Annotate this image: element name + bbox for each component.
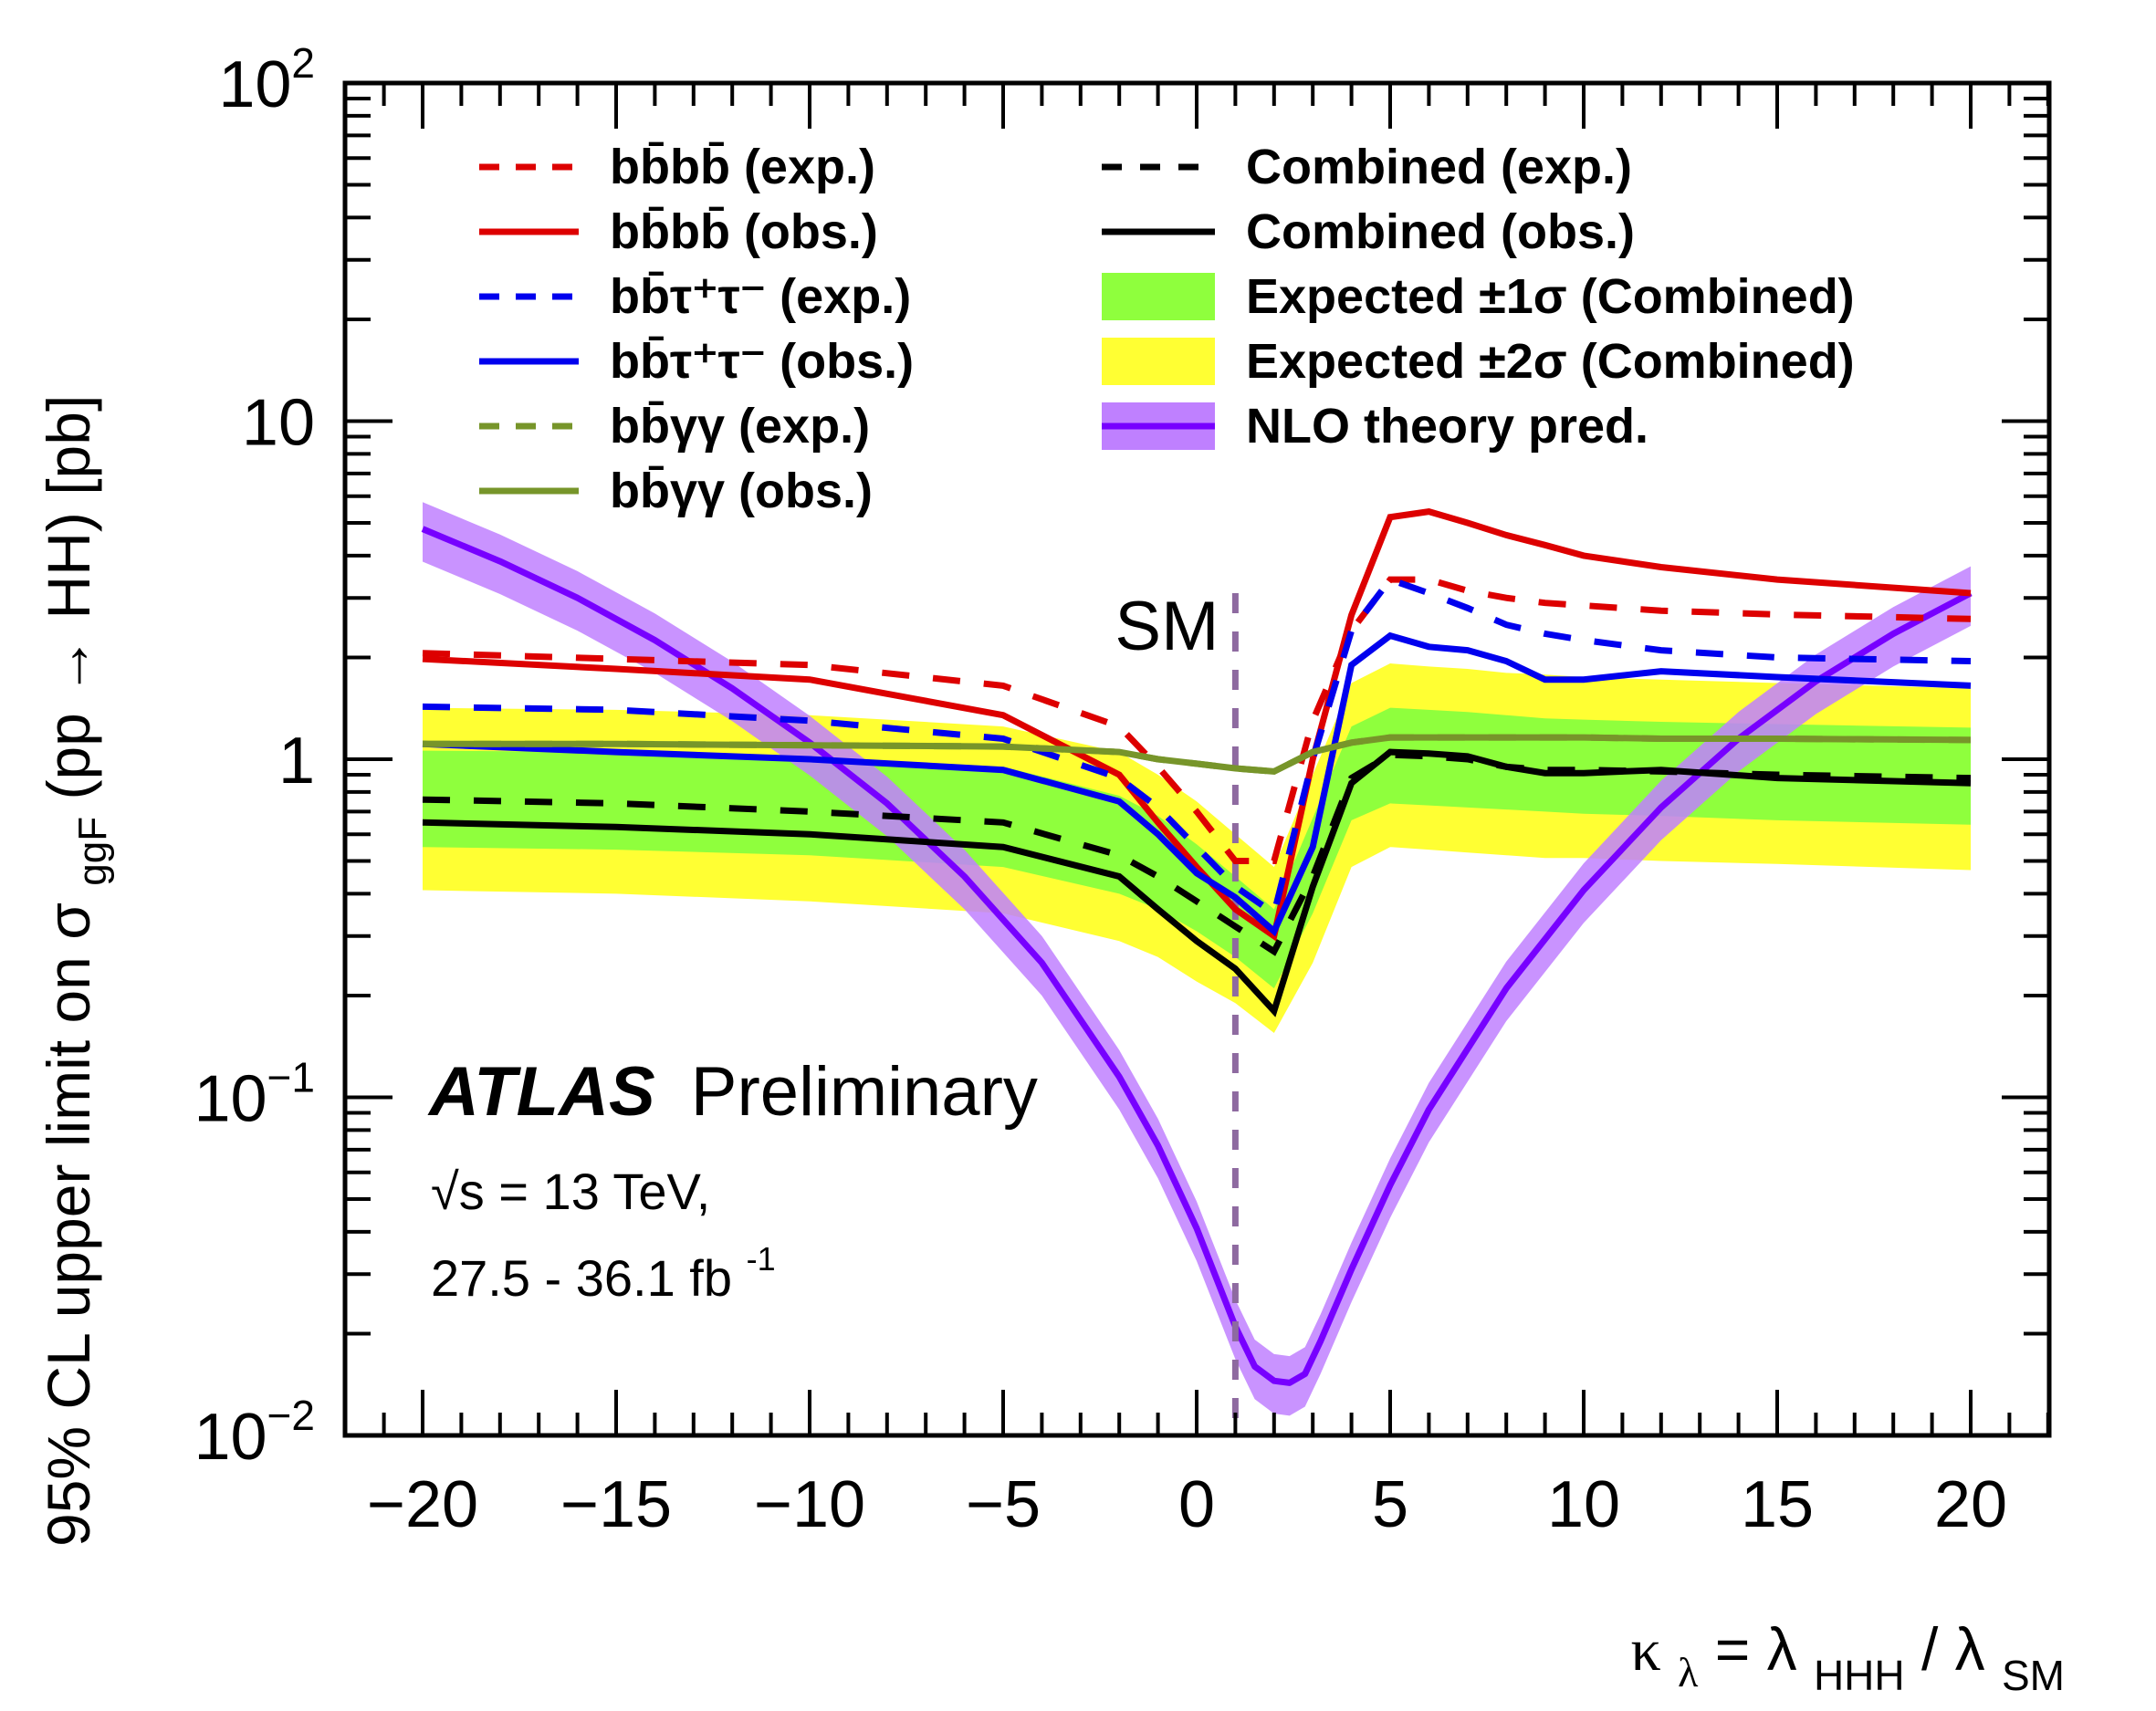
y-axis-title: 95% CL upper limit on σ ggF (pp → HH) [p… xyxy=(35,395,119,1547)
y-tick-label: 1 xyxy=(278,725,315,798)
x-title-sub1: HHH xyxy=(1814,1652,1905,1699)
x-title-eq: = λ xyxy=(1715,1615,1797,1683)
svg-text:κ λ = λ HHH: κ λ = λ HHH / λ SM xyxy=(1630,1615,2065,1703)
atlas-label: ATLAS Preliminary √s = 13 TeV, 27.5 - 36… xyxy=(427,1053,1038,1307)
nlo-theory-line xyxy=(421,526,1973,1386)
x-tick-label: −15 xyxy=(560,1468,672,1541)
x-tick-label: 15 xyxy=(1741,1468,1814,1541)
x-tick-label: 0 xyxy=(1178,1468,1215,1541)
x-title-sub2: SM xyxy=(2002,1652,2065,1699)
x-tick-label: −20 xyxy=(367,1468,478,1541)
y-tick-exponent: −2 xyxy=(267,1392,315,1439)
series-line-3 xyxy=(422,631,1972,937)
x-tick-label: 10 xyxy=(1547,1468,1620,1541)
limit-series xyxy=(422,508,1972,1017)
series-line-7 xyxy=(422,748,1972,1017)
x-title-kappa-sub: λ xyxy=(1678,1649,1699,1695)
x-tick-label: 20 xyxy=(1934,1468,2007,1541)
legend-label-right-2: Expected ±1σ (Combined) xyxy=(1246,269,1855,324)
legend-label-left-3: bb̄τ⁺τ⁻ (obs.) xyxy=(610,334,914,389)
y-tick-base: 10 xyxy=(194,1063,267,1136)
legend: bb̄bb̄ (exp.) bb̄bb̄ (obs.) bb̄τ⁺τ⁻ (exp.)… xyxy=(479,140,1855,518)
y-tick-exponent: 2 xyxy=(291,39,315,87)
y-tick-label: 10 xyxy=(242,387,315,460)
experiment-label: ATLAS xyxy=(427,1053,655,1131)
x-tick-label: 5 xyxy=(1372,1468,1408,1541)
legend-label-left-5: bb̄γγ (obs.) xyxy=(610,464,873,518)
series-line-5 xyxy=(423,734,1972,775)
y-title-post: (pp → HH) [pb] xyxy=(35,395,102,800)
sm-label: SM xyxy=(1115,588,1219,665)
y-tick-base: 1 xyxy=(278,725,315,798)
legend-label-left-4: bb̄γγ (exp.) xyxy=(610,399,870,454)
x-axis-ticks: −20 −15 −10 −5 0 5 10 15 20 xyxy=(343,83,2050,1541)
legend-label-right-3: Expected ±2σ (Combined) xyxy=(1246,334,1855,389)
svg-text:95% CL upper limit on σ: 95% CL upper limit on σ ggF (pp → HH) [p… xyxy=(35,395,119,1547)
x-title-kappa: κ xyxy=(1630,1617,1660,1684)
y-tick-base: 10 xyxy=(242,387,315,460)
legend-label-right-1: Combined (obs.) xyxy=(1246,204,1635,259)
x-axis-title: κ λ = λ HHH / λ SM xyxy=(1630,1615,2065,1703)
nlo-theory xyxy=(421,502,1973,1416)
y-tick-label: 102 xyxy=(218,39,315,121)
legend-swatch-right-2 xyxy=(1102,273,1215,320)
energy-label: √s = 13 TeV, xyxy=(431,1163,710,1220)
svg-text:ATLAS Preliminary: ATLAS Preliminary xyxy=(427,1053,1038,1131)
series-line-2 xyxy=(422,575,1972,919)
y-tick-exponent: −1 xyxy=(267,1054,315,1101)
y-tick-label: 10−1 xyxy=(194,1054,315,1136)
nlo-theory-band xyxy=(423,502,1971,1416)
y-tick-base: 10 xyxy=(194,1401,267,1474)
status-label: Preliminary xyxy=(691,1053,1038,1131)
sm-reference: SM xyxy=(1115,588,1239,1435)
lumi-exponent: -1 xyxy=(747,1240,776,1278)
legend-swatch-right-3 xyxy=(1102,338,1215,385)
lumi-label: 27.5 - 36.1 fb xyxy=(431,1249,732,1307)
legend-label-left-2: bb̄τ⁺τ⁻ (exp.) xyxy=(610,269,911,324)
legend-label-right-0: Combined (exp.) xyxy=(1246,140,1632,194)
legend-label-left-1: bb̄bb̄ (obs.) xyxy=(610,204,878,259)
y-title-sub: ggF xyxy=(70,817,115,886)
x-tick-label: −5 xyxy=(966,1468,1041,1541)
legend-label-left-0: bb̄bb̄ (exp.) xyxy=(610,140,875,194)
legend-label-right-4: NLO theory pred. xyxy=(1246,399,1648,454)
x-title-slash: / λ xyxy=(1921,1615,1985,1683)
svg-text:27.5 - 36.1 fb -1: 27.5 - 36.1 fb -1 xyxy=(431,1240,776,1307)
y-tick-label: 10−2 xyxy=(194,1392,315,1474)
band-1sigma xyxy=(423,707,1971,989)
x-tick-label: −10 xyxy=(754,1468,865,1541)
y-tick-base: 10 xyxy=(218,48,291,121)
y-title-pre: 95% CL upper limit on σ xyxy=(35,902,102,1547)
